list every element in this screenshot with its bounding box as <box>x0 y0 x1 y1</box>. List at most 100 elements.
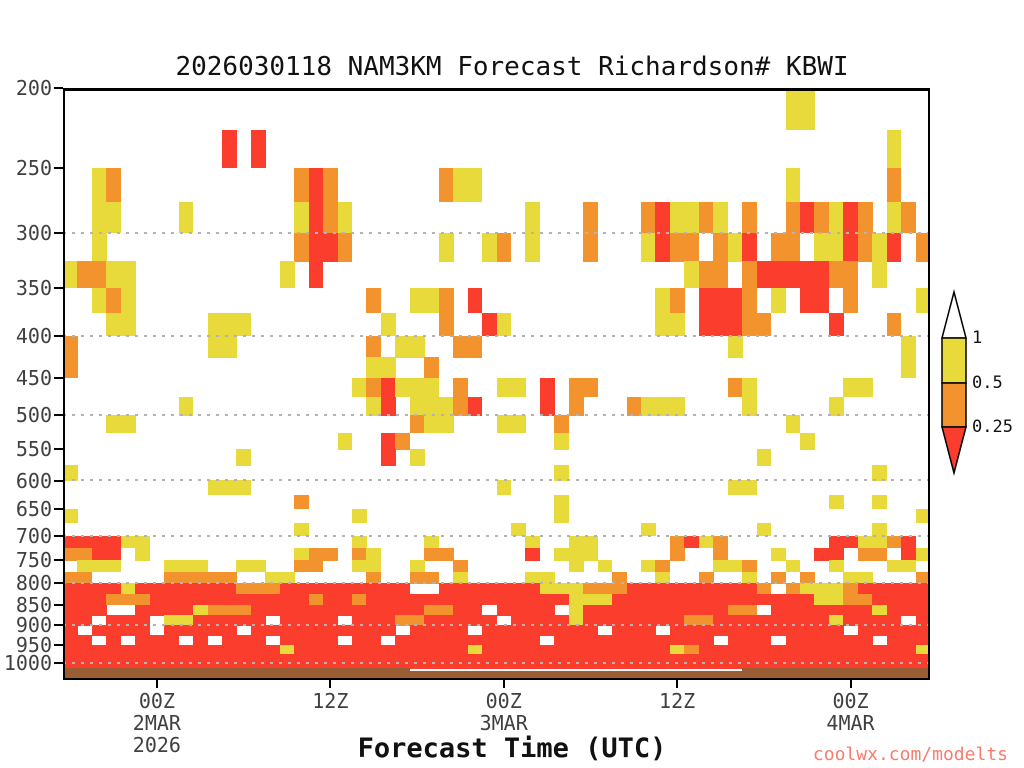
heatmap-cell <box>120 415 136 434</box>
heatmap-cell <box>641 635 656 646</box>
heatmap-cell <box>669 232 685 262</box>
heatmap-cell <box>294 560 310 573</box>
heatmap-cell <box>539 615 555 626</box>
y-tick-mark <box>54 603 63 606</box>
heatmap-cell <box>438 604 454 616</box>
heatmap-cell <box>149 583 165 595</box>
heatmap-cell <box>323 167 338 203</box>
heatmap-cell <box>785 635 801 646</box>
heatmap-cell <box>467 335 483 358</box>
heatmap-cell <box>742 397 757 416</box>
heatmap-cell <box>366 548 382 561</box>
heatmap-cell <box>352 653 367 664</box>
heatmap-cell <box>106 615 122 626</box>
heatmap-cell <box>178 662 194 669</box>
heatmap-cell <box>164 571 179 584</box>
heatmap-cell <box>221 583 237 595</box>
heatmap-cell <box>265 625 281 636</box>
heatmap-cell <box>91 594 107 606</box>
heatmap-cell <box>814 635 830 646</box>
heatmap-cell <box>857 662 873 669</box>
heatmap-cell <box>380 397 396 416</box>
heatmap-cell <box>178 397 194 416</box>
heatmap-cell <box>424 377 440 398</box>
heatmap-cell <box>886 594 902 606</box>
heatmap-cell <box>106 583 122 595</box>
heatmap-cell <box>915 583 930 595</box>
heatmap-cell <box>843 644 859 655</box>
heatmap-cell <box>294 615 310 626</box>
heatmap-cell <box>742 604 757 616</box>
heatmap-cell <box>510 522 526 536</box>
heatmap-cell <box>626 615 642 626</box>
heatmap-cell <box>814 625 830 636</box>
heatmap-cell <box>453 583 468 595</box>
heatmap-cell <box>352 560 367 573</box>
heatmap-cell <box>771 287 786 313</box>
heatmap-cell <box>626 635 642 646</box>
heatmap-cell <box>525 583 541 595</box>
heatmap-cell <box>294 653 310 664</box>
heatmap-cell <box>756 644 772 655</box>
heatmap-cell <box>727 653 743 664</box>
heatmap-cell <box>641 560 656 573</box>
heatmap-cell <box>857 625 873 636</box>
heatmap-cell <box>409 594 425 606</box>
heatmap-cell <box>63 548 78 561</box>
heatmap-cell <box>337 625 353 636</box>
heatmap-cell <box>467 287 483 313</box>
heatmap-cell <box>467 167 483 203</box>
colorbar-threshold-label: 0.25 <box>972 417 1013 437</box>
heatmap-cell <box>352 548 367 561</box>
terrain-bar <box>63 668 410 678</box>
heatmap-cell <box>510 594 526 606</box>
heatmap-cell <box>568 535 584 549</box>
heatmap-cell <box>438 615 454 626</box>
heatmap-cell <box>684 662 700 669</box>
heatmap-cell <box>250 560 266 573</box>
heatmap-cell <box>294 604 310 616</box>
heatmap-cell <box>554 548 570 561</box>
heatmap-cell <box>63 583 78 595</box>
heatmap-cell <box>135 583 151 595</box>
heatmap-cell <box>63 662 78 669</box>
heatmap-cell <box>525 635 541 646</box>
heatmap-cell <box>424 397 440 416</box>
heatmap-cell <box>843 571 859 584</box>
heatmap-cell <box>294 201 310 234</box>
heatmap-cell <box>698 625 714 636</box>
heatmap-cell <box>872 625 888 636</box>
heatmap-cell <box>409 653 425 664</box>
heatmap-cell <box>655 604 671 616</box>
heatmap-cell <box>799 635 815 646</box>
heatmap-cell <box>742 594 757 606</box>
heatmap-cell <box>814 548 830 561</box>
heatmap-cell <box>655 560 671 573</box>
heatmap-cell <box>352 594 367 606</box>
heatmap-cell <box>655 583 671 595</box>
heatmap-cell <box>77 615 93 626</box>
heatmap-cell <box>612 571 627 584</box>
heatmap-cell <box>886 232 902 262</box>
heatmap-cell <box>453 377 468 398</box>
heatmap-cell <box>525 232 541 262</box>
heatmap-cell <box>409 571 425 584</box>
heatmap-cell <box>799 571 815 584</box>
heatmap-cell <box>496 604 512 616</box>
heatmap-cell <box>554 615 570 626</box>
heatmap-cell <box>886 625 902 636</box>
heatmap-cell <box>135 625 151 636</box>
heatmap-cell <box>684 653 700 664</box>
heatmap-cell <box>178 571 194 584</box>
heatmap-cell <box>727 480 743 496</box>
heatmap-cell <box>106 287 122 313</box>
heatmap-cell <box>828 397 844 416</box>
heatmap-cell <box>828 635 844 646</box>
heatmap-cell <box>626 662 642 669</box>
heatmap-cell <box>727 644 743 655</box>
heatmap-cell <box>901 635 916 646</box>
heatmap-cell <box>91 653 107 664</box>
heatmap-cell <box>496 232 512 262</box>
heatmap-cell <box>279 653 295 664</box>
heatmap-cell <box>91 604 107 616</box>
